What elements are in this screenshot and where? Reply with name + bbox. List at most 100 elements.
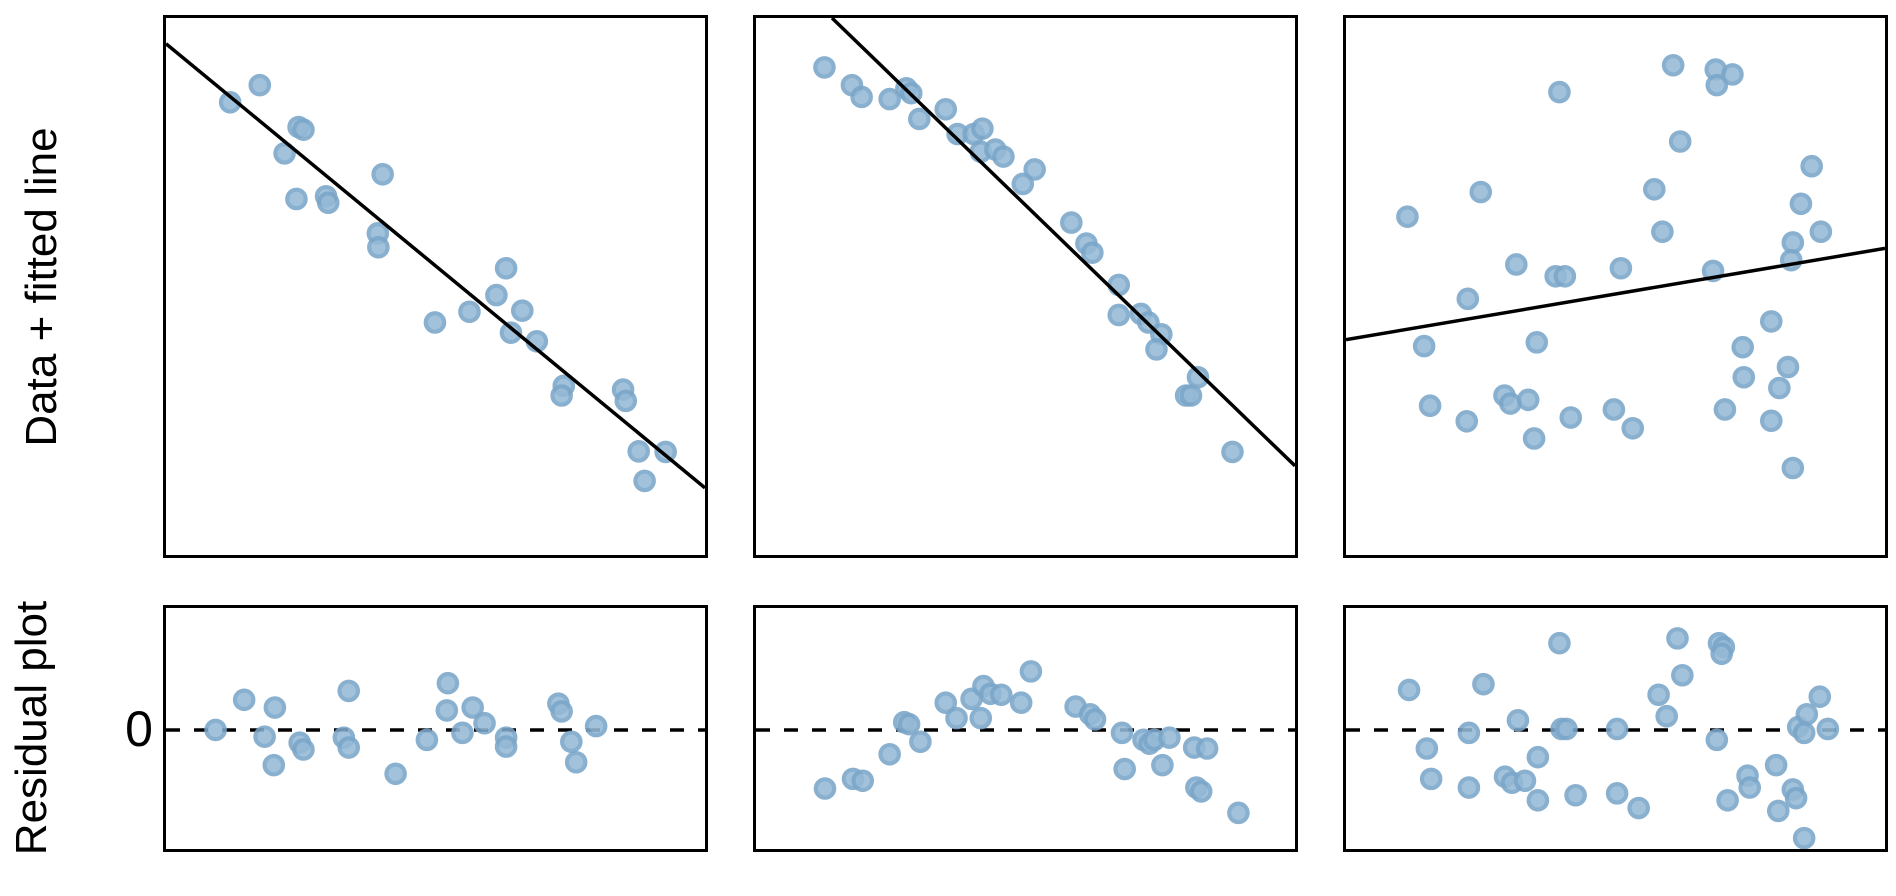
- data-point: [633, 469, 656, 493]
- data-point: [1113, 757, 1136, 781]
- data-point: [1195, 737, 1219, 760]
- data-point: [473, 711, 496, 735]
- data-point: [1643, 178, 1666, 201]
- data-point: [1792, 721, 1816, 745]
- data-point: [878, 742, 901, 766]
- data-point: [1602, 398, 1626, 421]
- data-point: [423, 311, 447, 334]
- data-point: [367, 235, 390, 259]
- data-point: [992, 145, 1015, 168]
- plot-canvas-bottom-middle: [756, 660, 1295, 825]
- data-point: [1522, 427, 1546, 450]
- data-point: [1548, 80, 1571, 104]
- data-point: [458, 300, 481, 324]
- data-point: [1516, 388, 1540, 412]
- data-point: [1455, 409, 1479, 433]
- data-point: [584, 714, 608, 738]
- data-point: [1738, 776, 1762, 799]
- data-point: [1605, 782, 1629, 805]
- data-point: [1110, 721, 1134, 745]
- fitted-line: [166, 42, 705, 490]
- data-point: [1759, 409, 1783, 433]
- data-point: [263, 696, 287, 719]
- data-point: [1397, 678, 1421, 702]
- panel-data-fitted-right: [1343, 15, 1888, 558]
- data-point: [1526, 789, 1550, 812]
- data-point: [1666, 627, 1689, 650]
- data-point: [934, 691, 958, 715]
- data-point: [1418, 394, 1442, 418]
- data-point: [614, 389, 638, 413]
- data-point: [262, 753, 286, 777]
- data-point: [1713, 398, 1737, 421]
- data-point: [435, 699, 459, 722]
- data-point: [337, 679, 361, 703]
- plot-canvas-top-middle: [813, 18, 1295, 468]
- data-point: [1513, 769, 1537, 793]
- data-point: [1186, 365, 1210, 389]
- data-point: [1221, 440, 1244, 464]
- data-point: [1776, 355, 1800, 379]
- data-point: [1011, 172, 1035, 196]
- data-point: [908, 107, 931, 131]
- data-point: [337, 736, 361, 759]
- data-point: [371, 162, 394, 186]
- plot-canvas-bottom-right: [1346, 627, 1885, 849]
- data-point: [971, 117, 994, 140]
- data-point: [1759, 310, 1783, 333]
- data-point: [564, 750, 588, 774]
- data-point: [232, 688, 256, 712]
- data-point: [510, 299, 534, 322]
- data-point: [1605, 717, 1629, 741]
- data-point: [1627, 796, 1650, 820]
- data-point: [550, 384, 573, 407]
- data-point: [415, 728, 439, 752]
- data-point: [1457, 721, 1481, 745]
- panel-data-fitted-left: [163, 15, 708, 558]
- plot-canvas-top-left: [166, 42, 705, 493]
- data-point: [1525, 331, 1549, 354]
- data-point: [909, 730, 932, 754]
- data-point: [1189, 780, 1213, 803]
- data-point: [384, 762, 407, 786]
- data-point: [813, 56, 836, 79]
- panel-residual-middle: [753, 605, 1298, 852]
- data-point: [1526, 745, 1550, 769]
- data-point: [1732, 365, 1756, 389]
- data-point: [1553, 264, 1577, 288]
- data-point: [627, 440, 651, 463]
- data-point: [1716, 789, 1739, 812]
- data-point: [1081, 241, 1104, 264]
- data-point: [1710, 642, 1733, 666]
- panel-data-fitted-middle: [753, 15, 1298, 558]
- data-point: [1721, 63, 1744, 86]
- data-point: [1060, 211, 1083, 234]
- data-point: [1506, 709, 1530, 732]
- data-point: [1609, 256, 1633, 280]
- data-point: [1781, 456, 1805, 480]
- data-point: [1023, 158, 1046, 181]
- data-point: [1555, 717, 1578, 741]
- data-point: [1784, 786, 1808, 810]
- data-point: [1083, 708, 1107, 731]
- data-point: [1145, 338, 1168, 361]
- data-point: [1705, 73, 1729, 97]
- data-point: [485, 283, 508, 307]
- data-point: [248, 73, 272, 97]
- data-point: [897, 712, 921, 736]
- data-point: [1671, 663, 1694, 687]
- data-point: [1019, 660, 1043, 683]
- panel-residual-left: [163, 605, 708, 852]
- data-point: [1621, 416, 1645, 440]
- data-point: [1705, 728, 1729, 752]
- data-point: [654, 440, 677, 464]
- data-point: [1768, 376, 1791, 400]
- data-point: [1412, 334, 1436, 358]
- data-point: [1661, 53, 1685, 77]
- data-point: [1792, 826, 1816, 849]
- data-point: [292, 118, 315, 141]
- data-point: [1781, 231, 1805, 254]
- data-point: [1227, 801, 1250, 825]
- data-point: [436, 671, 460, 695]
- data-point: [494, 256, 518, 280]
